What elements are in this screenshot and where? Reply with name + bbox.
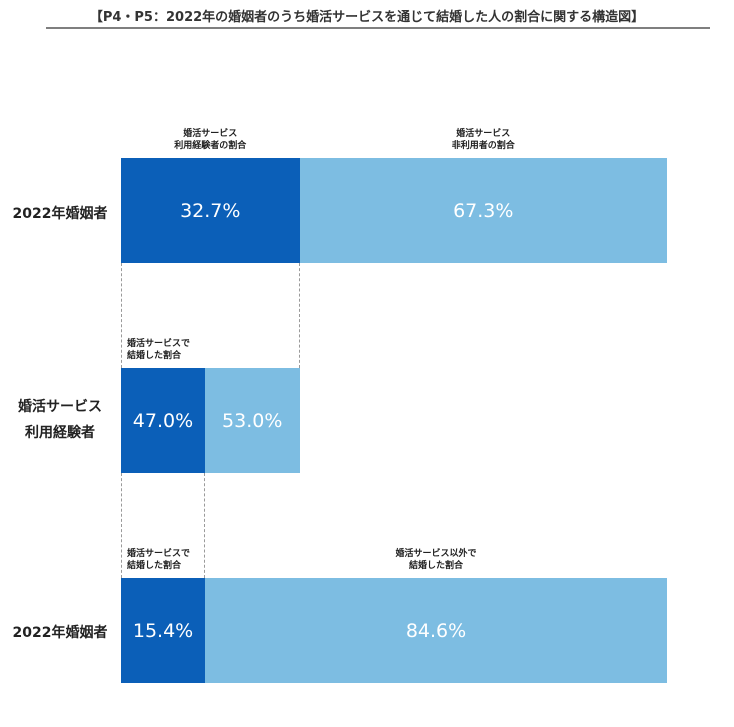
- segment-name-1-0: 婚活サービスで 結婚した割合: [127, 338, 190, 362]
- title-underline: [46, 27, 710, 29]
- bar-segment-2-1: 84.6%: [205, 578, 667, 683]
- segment-name-line: 結婚した割合: [127, 351, 182, 361]
- row-label-0: 2022年婚姻者: [12, 206, 108, 222]
- chart-title: 【P4・P5：2022年の婚姻者のうち婚活サービスを通じて結婚した人の割合に関す…: [89, 10, 645, 25]
- bar-segment-0-0: 32.7%: [121, 158, 300, 263]
- segment-name-line: 結婚した割合: [409, 561, 464, 571]
- segment-name-0-0: 婚活サービス 利用経験者の割合: [121, 128, 300, 152]
- segment-name-line: 婚活サービス: [183, 129, 238, 139]
- row-label-line: 利用経験者: [25, 425, 95, 441]
- segment-name-line: 利用経験者の割合: [174, 141, 247, 151]
- row-label-line: 婚活サービス: [18, 399, 102, 415]
- row-label-2: 2022年婚姻者: [12, 625, 108, 641]
- connector-line-2: [121, 473, 122, 578]
- value-label: 47.0%: [132, 409, 194, 432]
- value-label: 67.3%: [453, 199, 514, 222]
- connector-line-3: [203, 473, 205, 578]
- segment-name-0-1: 婚活サービス 非利用者の割合: [300, 128, 667, 152]
- value-label: 15.4%: [132, 619, 194, 642]
- bar-segment-0-1: 67.3%: [299, 158, 667, 263]
- bar-segment-1-0: 47.0%: [121, 368, 205, 473]
- connector-line-1: [298, 263, 300, 368]
- value-label: 32.7%: [180, 199, 241, 222]
- value-label: 84.6%: [405, 619, 467, 642]
- segment-name-line: 婚活サービスで: [127, 339, 191, 349]
- segment-name-line: 婚活サービス以外で: [395, 549, 477, 559]
- segment-name-2-0: 婚活サービスで 結婚した割合: [127, 548, 190, 572]
- segment-name-2-1: 婚活サービス以外で 結婚した割合: [205, 548, 667, 572]
- segment-name-line: 婚活サービスで: [127, 549, 191, 559]
- segment-name-line: 非利用者の割合: [451, 141, 515, 151]
- row-label-1: 婚活サービス 利用経験者: [0, 394, 120, 446]
- bar-segment-1-1: 53.0%: [204, 368, 300, 473]
- value-label: 53.0%: [222, 409, 283, 432]
- segment-name-line: 婚活サービス: [456, 129, 511, 139]
- connector-line-0: [121, 263, 122, 368]
- segment-name-line: 結婚した割合: [127, 561, 182, 571]
- bar-segment-2-0: 15.4%: [121, 578, 206, 683]
